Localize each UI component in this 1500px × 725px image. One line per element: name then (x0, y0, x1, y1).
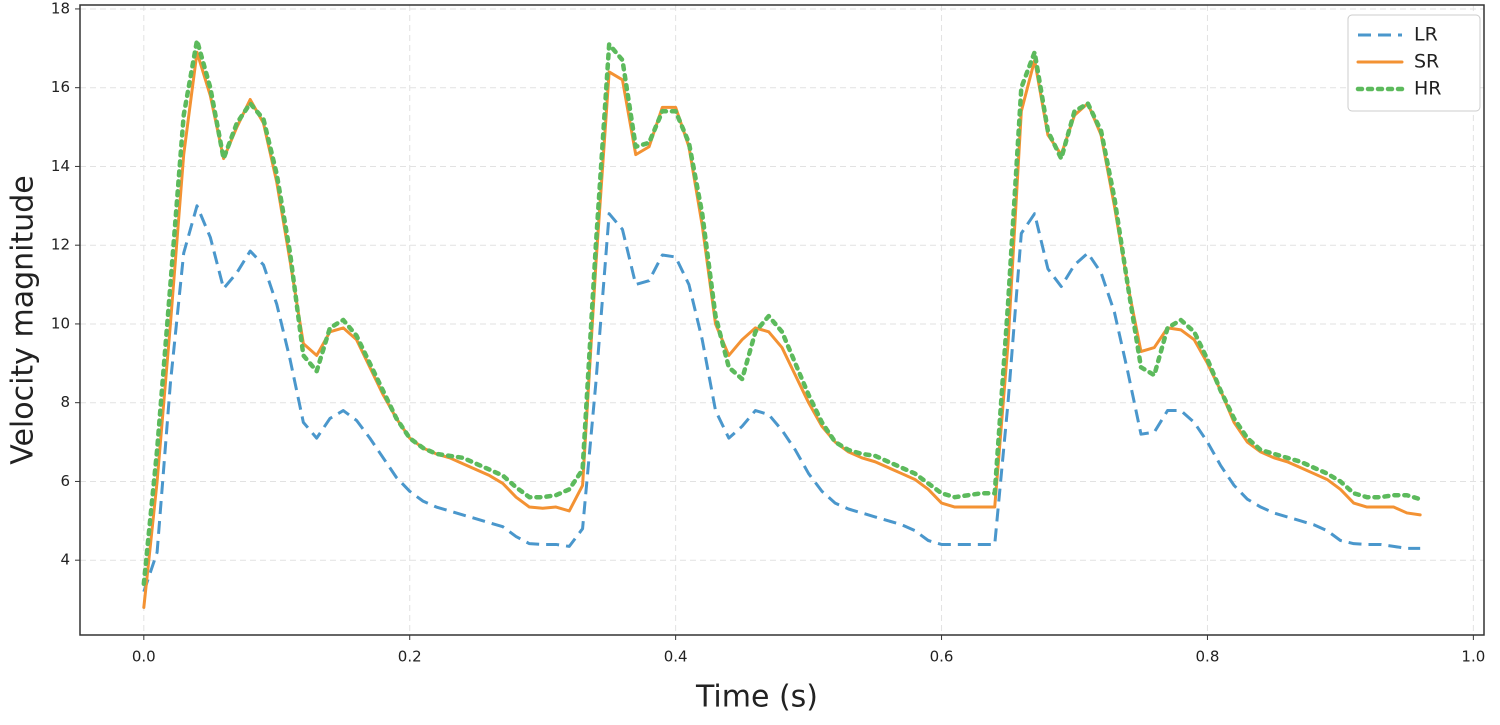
y-tick-label: 12 (51, 236, 70, 254)
x-tick-label: 0.4 (664, 648, 688, 666)
x-tick-label: 0.6 (930, 648, 954, 666)
y-tick-label: 18 (51, 0, 70, 17)
series-line (142, 204, 1421, 593)
x-axis-label: Time (s) (695, 680, 818, 715)
y-tick-label: 8 (60, 393, 70, 411)
y-tick-label: 10 (51, 314, 70, 332)
legend-label: HR (1414, 78, 1442, 100)
series-line (141, 38, 1423, 587)
y-tick-label: 14 (51, 157, 70, 175)
x-tick-label: 0.0 (132, 648, 156, 666)
y-tick-label: 6 (60, 472, 70, 490)
y-tick-label: 4 (60, 551, 70, 569)
y-axis-label: Velocity magnitude (6, 175, 41, 465)
x-tick-label: 0.2 (398, 648, 422, 666)
y-tick-label: 16 (51, 78, 70, 96)
legend-label: SR (1414, 51, 1439, 73)
x-tick-label: 0.8 (1196, 648, 1220, 666)
legend-label: LR (1414, 24, 1438, 46)
x-tick-label: 1.0 (1461, 648, 1485, 666)
plot-frame (79, 4, 1485, 636)
